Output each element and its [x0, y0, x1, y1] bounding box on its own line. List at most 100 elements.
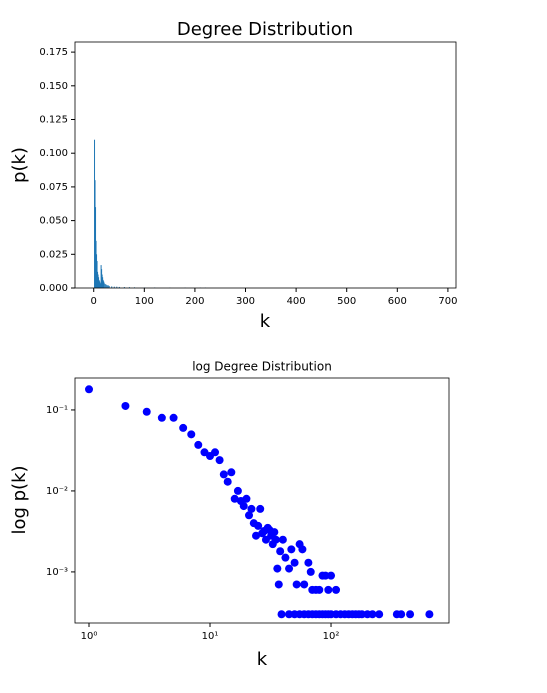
point — [425, 610, 434, 619]
bar — [99, 282, 101, 288]
point — [274, 580, 283, 589]
point — [194, 440, 203, 449]
bar — [94, 139, 96, 288]
point — [242, 494, 251, 503]
bar — [123, 287, 125, 288]
bar — [128, 287, 130, 288]
x-tick-label: 10² — [323, 631, 340, 642]
point — [357, 610, 366, 619]
bar — [111, 286, 113, 288]
point — [215, 456, 224, 465]
point — [169, 413, 178, 422]
y-tick-label: 0.000 — [39, 283, 68, 294]
point — [292, 580, 301, 589]
point — [233, 486, 242, 495]
point — [327, 571, 336, 580]
y-tick-label: 0.125 — [39, 115, 68, 126]
point — [256, 504, 265, 513]
bar — [103, 281, 105, 288]
point — [254, 521, 263, 530]
point — [290, 558, 299, 567]
bar — [96, 261, 98, 288]
point — [321, 571, 330, 580]
bar — [101, 269, 103, 288]
point — [211, 448, 220, 457]
point — [375, 610, 384, 619]
point — [85, 385, 94, 394]
x-tick-label: 10¹ — [202, 631, 219, 642]
y-tick-label: 0.025 — [39, 249, 68, 260]
point — [230, 494, 239, 503]
point — [276, 547, 285, 556]
point — [298, 545, 307, 554]
bar — [108, 285, 110, 288]
point — [227, 468, 236, 477]
bar — [98, 277, 100, 288]
bar — [97, 271, 99, 288]
bar — [100, 265, 102, 288]
bar — [97, 274, 99, 288]
point — [368, 610, 377, 619]
point — [157, 413, 166, 422]
bar — [102, 277, 104, 288]
x-tick-label: 500 — [337, 296, 356, 307]
bar — [103, 282, 105, 288]
y-tick-label: 10⁻¹ — [46, 405, 68, 416]
point — [187, 430, 196, 439]
chart-title: Degree Distribution — [177, 19, 353, 40]
y-tick-label: 0.050 — [39, 216, 68, 227]
x-axis-label: k — [260, 311, 271, 332]
y-tick-label: 0.175 — [39, 47, 68, 58]
x-tick-label: 300 — [236, 296, 255, 307]
point — [270, 528, 279, 537]
axes-frame — [74, 41, 457, 289]
point — [406, 610, 415, 619]
y-tick-label: 0.075 — [39, 182, 68, 193]
point — [304, 558, 313, 567]
point — [278, 535, 287, 544]
x-tick-label: 0 — [91, 296, 97, 307]
point — [121, 401, 130, 410]
point — [245, 511, 254, 520]
x-tick-label: 10⁰ — [81, 631, 98, 642]
bar — [95, 207, 97, 288]
y-tick-label: 0.150 — [39, 81, 68, 92]
point — [324, 585, 333, 594]
x-tick-label: 600 — [388, 296, 407, 307]
point — [285, 610, 294, 619]
point — [281, 553, 290, 562]
bar — [101, 274, 103, 288]
bar — [116, 286, 118, 288]
x-tick-label: 200 — [185, 296, 204, 307]
point — [273, 564, 282, 573]
point — [300, 580, 309, 589]
point — [223, 477, 232, 486]
point — [332, 585, 341, 594]
point — [315, 585, 324, 594]
bar — [98, 279, 100, 288]
point — [277, 610, 286, 619]
y-tick-label: 10⁻² — [46, 486, 68, 497]
y-tick-label: 0.100 — [39, 148, 68, 159]
bar — [113, 286, 115, 288]
x-axis-label: k — [257, 649, 268, 670]
point — [252, 531, 261, 540]
bar — [104, 283, 106, 288]
bar — [118, 286, 120, 288]
bar — [100, 283, 102, 288]
x-tick-label: 100 — [135, 296, 154, 307]
point — [239, 502, 248, 511]
y-axis-label: log p(k) — [9, 465, 30, 534]
point — [179, 423, 188, 432]
bar — [96, 254, 98, 288]
point — [306, 567, 315, 576]
point — [247, 504, 256, 513]
chart-title: log Degree Distribution — [192, 360, 332, 374]
axes-frame — [74, 377, 450, 624]
bar — [107, 285, 109, 288]
bar — [94, 180, 96, 288]
point — [397, 610, 406, 619]
bar — [105, 284, 107, 288]
point — [142, 407, 151, 416]
